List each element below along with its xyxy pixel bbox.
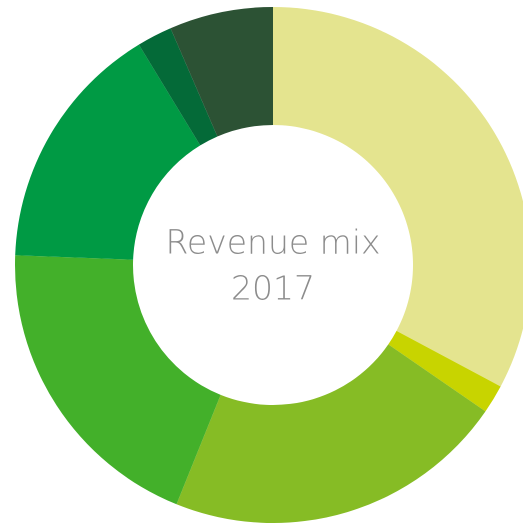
center-title: 2017	[231, 269, 315, 308]
donut-segment	[388, 330, 501, 412]
donut-segment	[176, 344, 486, 523]
donut-segment	[273, 7, 523, 387]
donut-segment	[15, 44, 201, 260]
donut-segment	[138, 28, 218, 146]
donut-segment	[170, 7, 273, 137]
donut-segment	[15, 255, 221, 505]
center-title: Revenue mix	[165, 223, 380, 262]
